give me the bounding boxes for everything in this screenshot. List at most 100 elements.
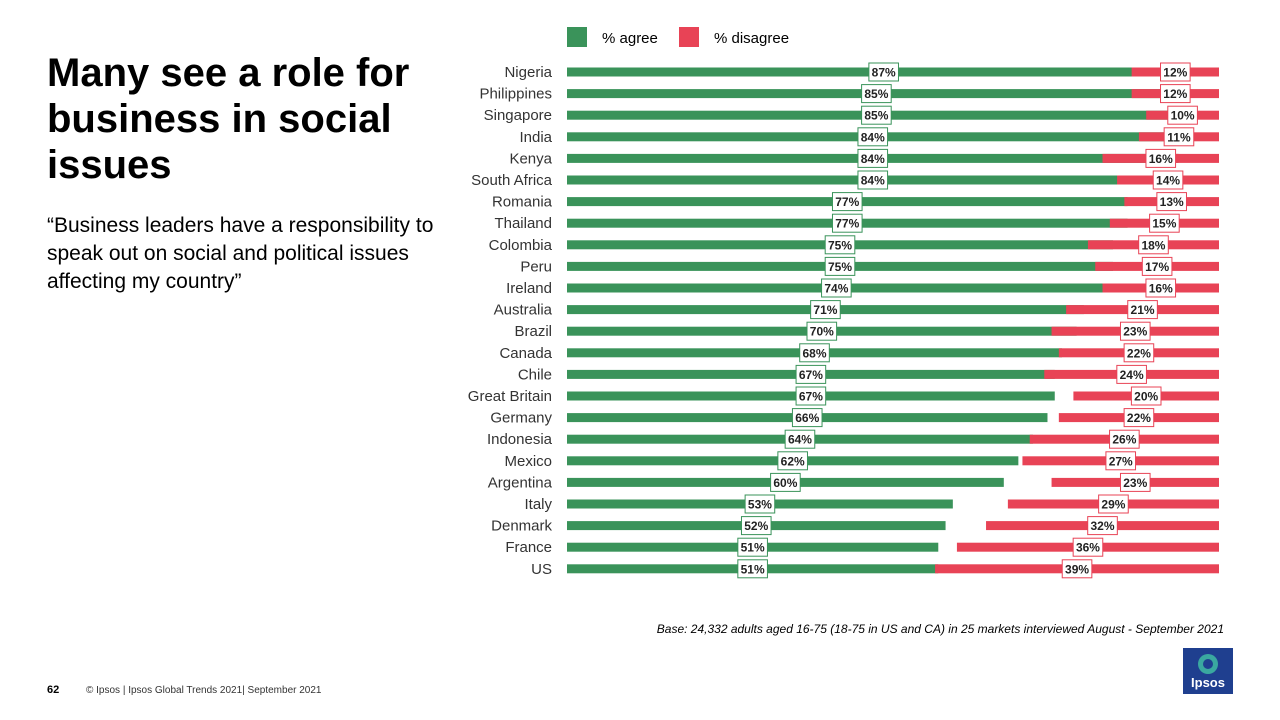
- category-label: Denmark: [491, 518, 552, 535]
- disagree-value-label-box: [1167, 105, 1198, 125]
- disagree-value-label-box: [1123, 343, 1155, 363]
- category-label: Peru: [520, 258, 552, 275]
- category-label: Thailand: [494, 215, 552, 232]
- disagree-value-label-box: [1145, 148, 1177, 168]
- disagree-value-label-box: [1123, 408, 1155, 428]
- disagree-value-label: 16%: [1149, 282, 1173, 296]
- category-label: Canada: [499, 345, 552, 362]
- agree-value-label-box: [744, 494, 776, 514]
- disagree-value-label: 13%: [1160, 195, 1184, 209]
- agree-value-label-box: [799, 343, 830, 363]
- category-label: Italy: [524, 496, 552, 513]
- agree-value-label: 64%: [788, 433, 812, 447]
- agree-value-label: 62%: [781, 454, 805, 468]
- legend-swatch-agree: [567, 27, 587, 47]
- agree-value-label: 52%: [744, 519, 768, 533]
- base-note: Base: 24,332 adults aged 16-75 (18-75 in…: [656, 622, 1224, 636]
- agree-value-label-box: [795, 364, 827, 384]
- chart-row: Argentina 60% 23%: [488, 472, 1219, 492]
- agree-value-label-box: [740, 516, 772, 536]
- category-label: US: [531, 561, 552, 578]
- agree-value-label-box: [810, 300, 841, 320]
- agree-value-label-box: [857, 170, 889, 190]
- chart-row: Philippines 85% 12%: [479, 84, 1219, 104]
- disagree-value-label-box: [1105, 451, 1137, 471]
- disagree-value-label-box: [1130, 386, 1162, 406]
- chart-row: Ireland 74% 16%: [506, 278, 1219, 298]
- category-label: Great Britain: [468, 388, 552, 405]
- agree-value-label-box: [831, 192, 863, 212]
- logo-text: Ipsos: [1191, 675, 1225, 690]
- legend-label-disagree: % disagree: [714, 30, 789, 47]
- disagree-value-label: 26%: [1112, 433, 1136, 447]
- category-label: Ireland: [506, 280, 552, 297]
- agree-value-label-box: [791, 408, 823, 428]
- disagree-value-label: 22%: [1127, 411, 1151, 425]
- agree-value-label-box: [857, 148, 889, 168]
- chart-row: South Africa 84% 14%: [471, 170, 1219, 190]
- disagree-value-label-box: [1163, 127, 1195, 147]
- disagree-value-label-box: [1061, 559, 1093, 579]
- legend-label-agree: % agree: [602, 30, 658, 47]
- disagree-value-label: 23%: [1123, 325, 1147, 339]
- agree-value-label: 51%: [741, 562, 765, 576]
- disagree-value-label: 15%: [1152, 217, 1176, 231]
- category-label: Brazil: [514, 323, 552, 340]
- agree-value-label-box: [861, 105, 892, 125]
- agree-value-label: 84%: [861, 130, 885, 144]
- category-label: Argentina: [488, 474, 553, 491]
- disagree-value-label: 20%: [1134, 390, 1158, 404]
- disagree-value-label-box: [1141, 256, 1173, 276]
- chart-row: Canada 68% 22%: [499, 343, 1219, 363]
- chart-row: Nigeria 87% 12%: [504, 62, 1219, 82]
- agree-value-label-box: [861, 84, 892, 104]
- disagree-value-label: 11%: [1167, 130, 1191, 144]
- agree-value-label: 85%: [864, 87, 888, 101]
- agree-value-label: 53%: [748, 498, 772, 512]
- agree-value-label: 85%: [864, 109, 888, 123]
- page-number: 62: [47, 684, 60, 696]
- chart-row: Indonesia 64% 26%: [487, 429, 1219, 449]
- disagree-value-label: 32%: [1091, 519, 1115, 533]
- footer-copyright: © Ipsos | Ipsos Global Trends 2021| Sept…: [86, 685, 322, 696]
- agree-value-label-box: [784, 429, 816, 449]
- disagree-value-label-box: [1119, 472, 1151, 492]
- category-label: Germany: [490, 410, 552, 427]
- chart-row: France 51% 36%: [505, 537, 1219, 557]
- disagree-value-label-box: [1156, 192, 1187, 212]
- agree-value-label: 84%: [861, 152, 885, 166]
- disagree-value-label: 39%: [1065, 562, 1089, 576]
- disagree-value-label-box: [1116, 364, 1147, 384]
- disagree-value-label-box: [1138, 235, 1169, 255]
- disagree-value-label-box: [1087, 516, 1118, 536]
- agree-value-label: 70%: [810, 325, 834, 339]
- disagree-value-label-box: [1072, 537, 1104, 557]
- agree-value-label-box: [806, 321, 838, 341]
- disagree-value-label: 29%: [1101, 498, 1125, 512]
- agree-value-label: 84%: [861, 174, 885, 188]
- survey-question: “Business leaders have a responsibility …: [47, 214, 434, 293]
- agree-value-label: 75%: [828, 238, 852, 252]
- disagree-value-label-box: [1127, 300, 1158, 320]
- disagree-value-label-box: [1149, 213, 1180, 233]
- agree-value-label-box: [777, 451, 808, 471]
- disagree-value-label: 12%: [1163, 87, 1187, 101]
- category-label: Mexico: [504, 453, 552, 470]
- agree-value-label: 60%: [773, 476, 797, 490]
- category-label: Nigeria: [504, 64, 552, 81]
- disagree-value-label-box: [1119, 321, 1151, 341]
- disagree-value-label-box: [1160, 62, 1191, 82]
- disagree-value-label: 10%: [1171, 109, 1195, 123]
- category-label: France: [505, 539, 552, 556]
- category-label: Indonesia: [487, 431, 553, 448]
- chart-row: US 51% 39%: [531, 559, 1219, 579]
- agree-value-label: 75%: [828, 260, 852, 274]
- agree-value-label-box: [824, 235, 856, 255]
- disagree-value-label-box: [1145, 278, 1177, 298]
- chart-row: Singapore 85% 10%: [484, 105, 1219, 125]
- category-label: Australia: [494, 302, 553, 319]
- agree-value-label-box: [868, 62, 899, 82]
- agree-value-label: 77%: [835, 195, 859, 209]
- page-title: Many see a role for business in social i…: [47, 51, 410, 187]
